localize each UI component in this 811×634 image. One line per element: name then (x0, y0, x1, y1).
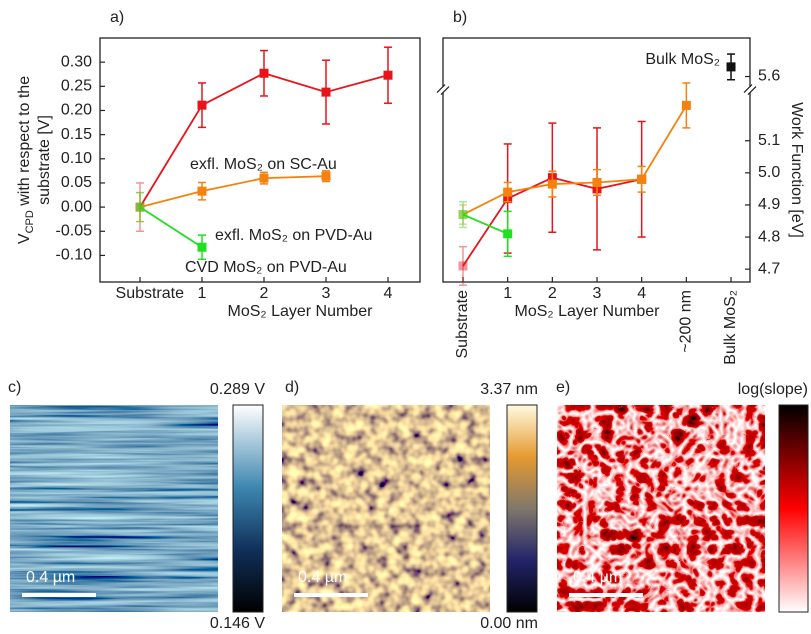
y2-tick-label: 5.0 (758, 164, 780, 181)
plot-frame (99, 37, 421, 283)
colorbar (232, 404, 264, 613)
scale-bar-label: 0.4 µm (573, 569, 622, 586)
annotation: Bulk MoS₂ (645, 51, 720, 68)
y2-tick-label: 4.9 (758, 196, 780, 213)
axis-break (440, 86, 450, 96)
x-tick-label: ~200 nm (678, 290, 695, 353)
x-axis-label: MoS₂ Layer Number (515, 303, 661, 320)
axis-break-gap (744, 86, 756, 93)
data-point (681, 100, 691, 110)
data-point (135, 202, 145, 212)
panel-label: b) (453, 9, 467, 26)
axis-break-gap (437, 86, 449, 93)
panel-label: d) (285, 379, 299, 396)
panel-label: e) (556, 379, 570, 396)
colorbar-top-label: 0.289 V (210, 381, 265, 398)
series-line (139, 206, 203, 248)
x-tick-label: Substrate (116, 285, 185, 302)
y-tick-label: -0.10 (56, 247, 93, 264)
error-bar (459, 245, 467, 286)
data-point (259, 173, 269, 183)
data-point (592, 177, 602, 187)
slope-image (557, 405, 765, 612)
y-tick-label: 0.15 (61, 126, 92, 143)
data-point (503, 229, 513, 239)
y-axis-label-part: CPD (24, 210, 36, 233)
x-tick-label: Bulk MoS₂ (722, 290, 739, 365)
data-point (458, 261, 468, 271)
series-line (462, 104, 688, 216)
scale-bar-label: 0.4 µm (26, 569, 75, 586)
y2-tick-label: 5.1 (758, 132, 780, 149)
colorbar-bottom-label: 0.00 nm (480, 615, 538, 632)
x-tick-label: 4 (384, 285, 393, 302)
y2-tick-label: 4.7 (758, 260, 780, 277)
series-line (462, 213, 509, 235)
y2-axis-label: Work Function [eV] (788, 102, 805, 238)
y-axis-label-part: with respect to the (16, 76, 33, 210)
x-tick-label: Substrate (454, 290, 471, 359)
y-axis-label: VCPD with respect to the (16, 76, 36, 244)
legend-label: CVD MoS₂ on PVD-Au (185, 259, 347, 276)
x-tick-label: 2 (260, 285, 269, 302)
y-tick-label: 0.00 (61, 198, 92, 215)
x-tick-label: 3 (593, 285, 602, 302)
data-point (259, 68, 269, 78)
data-point (503, 187, 513, 197)
data-point (547, 179, 557, 189)
data-point (383, 70, 393, 80)
series-line (139, 175, 327, 208)
x-tick-label: 4 (637, 285, 646, 302)
scale-bar-label: 0.4 µm (298, 569, 347, 586)
data-point (458, 210, 468, 220)
x-tick-label: 3 (322, 285, 331, 302)
y-tick-label: 0.05 (61, 174, 92, 191)
legend-label: exfl. MoS₂ on PVD-Au (215, 227, 372, 244)
axis-break (747, 86, 757, 96)
kpfm-image (10, 405, 218, 612)
colorbar (506, 404, 538, 613)
legend-label: exfl. MoS₂ on SC-Au (190, 156, 337, 173)
colorbar-bottom-label: 0.146 V (210, 615, 265, 632)
panel-label: c) (8, 379, 21, 396)
y-tick-label: 0.25 (61, 78, 92, 95)
colorbar-top-label: log(slope) (738, 381, 808, 398)
x-tick-label: 1 (198, 285, 207, 302)
data-point (321, 171, 331, 181)
x-axis-label: MoS₂ Layer Number (228, 303, 374, 320)
data-point (321, 87, 331, 97)
error-bar (459, 200, 467, 229)
colorbar-top-label: 3.37 nm (480, 381, 538, 398)
y-axis-label: substrate [V] (36, 115, 53, 205)
y2-tick-label: 4.8 (758, 228, 780, 245)
panel-label: a) (110, 9, 124, 26)
data-point (637, 174, 647, 184)
y-tick-label: 0.20 (61, 102, 92, 119)
axis-break (743, 84, 753, 94)
y-axis-label-part: V (16, 233, 33, 244)
axis-break (436, 84, 446, 94)
data-point (197, 100, 207, 110)
colorbar (778, 404, 809, 613)
x-tick-label: 2 (548, 285, 557, 302)
x-tick-label: 1 (503, 285, 512, 302)
data-point (197, 242, 207, 252)
data-point (726, 62, 736, 72)
y-tick-label: 0.10 (61, 150, 92, 167)
data-point (197, 186, 207, 196)
topography-image (282, 405, 490, 612)
y-tick-label: 0.30 (61, 53, 92, 70)
y-tick-label: -0.05 (56, 222, 93, 239)
error-bar (136, 191, 144, 223)
y2-tick-label: 5.6 (758, 68, 780, 85)
